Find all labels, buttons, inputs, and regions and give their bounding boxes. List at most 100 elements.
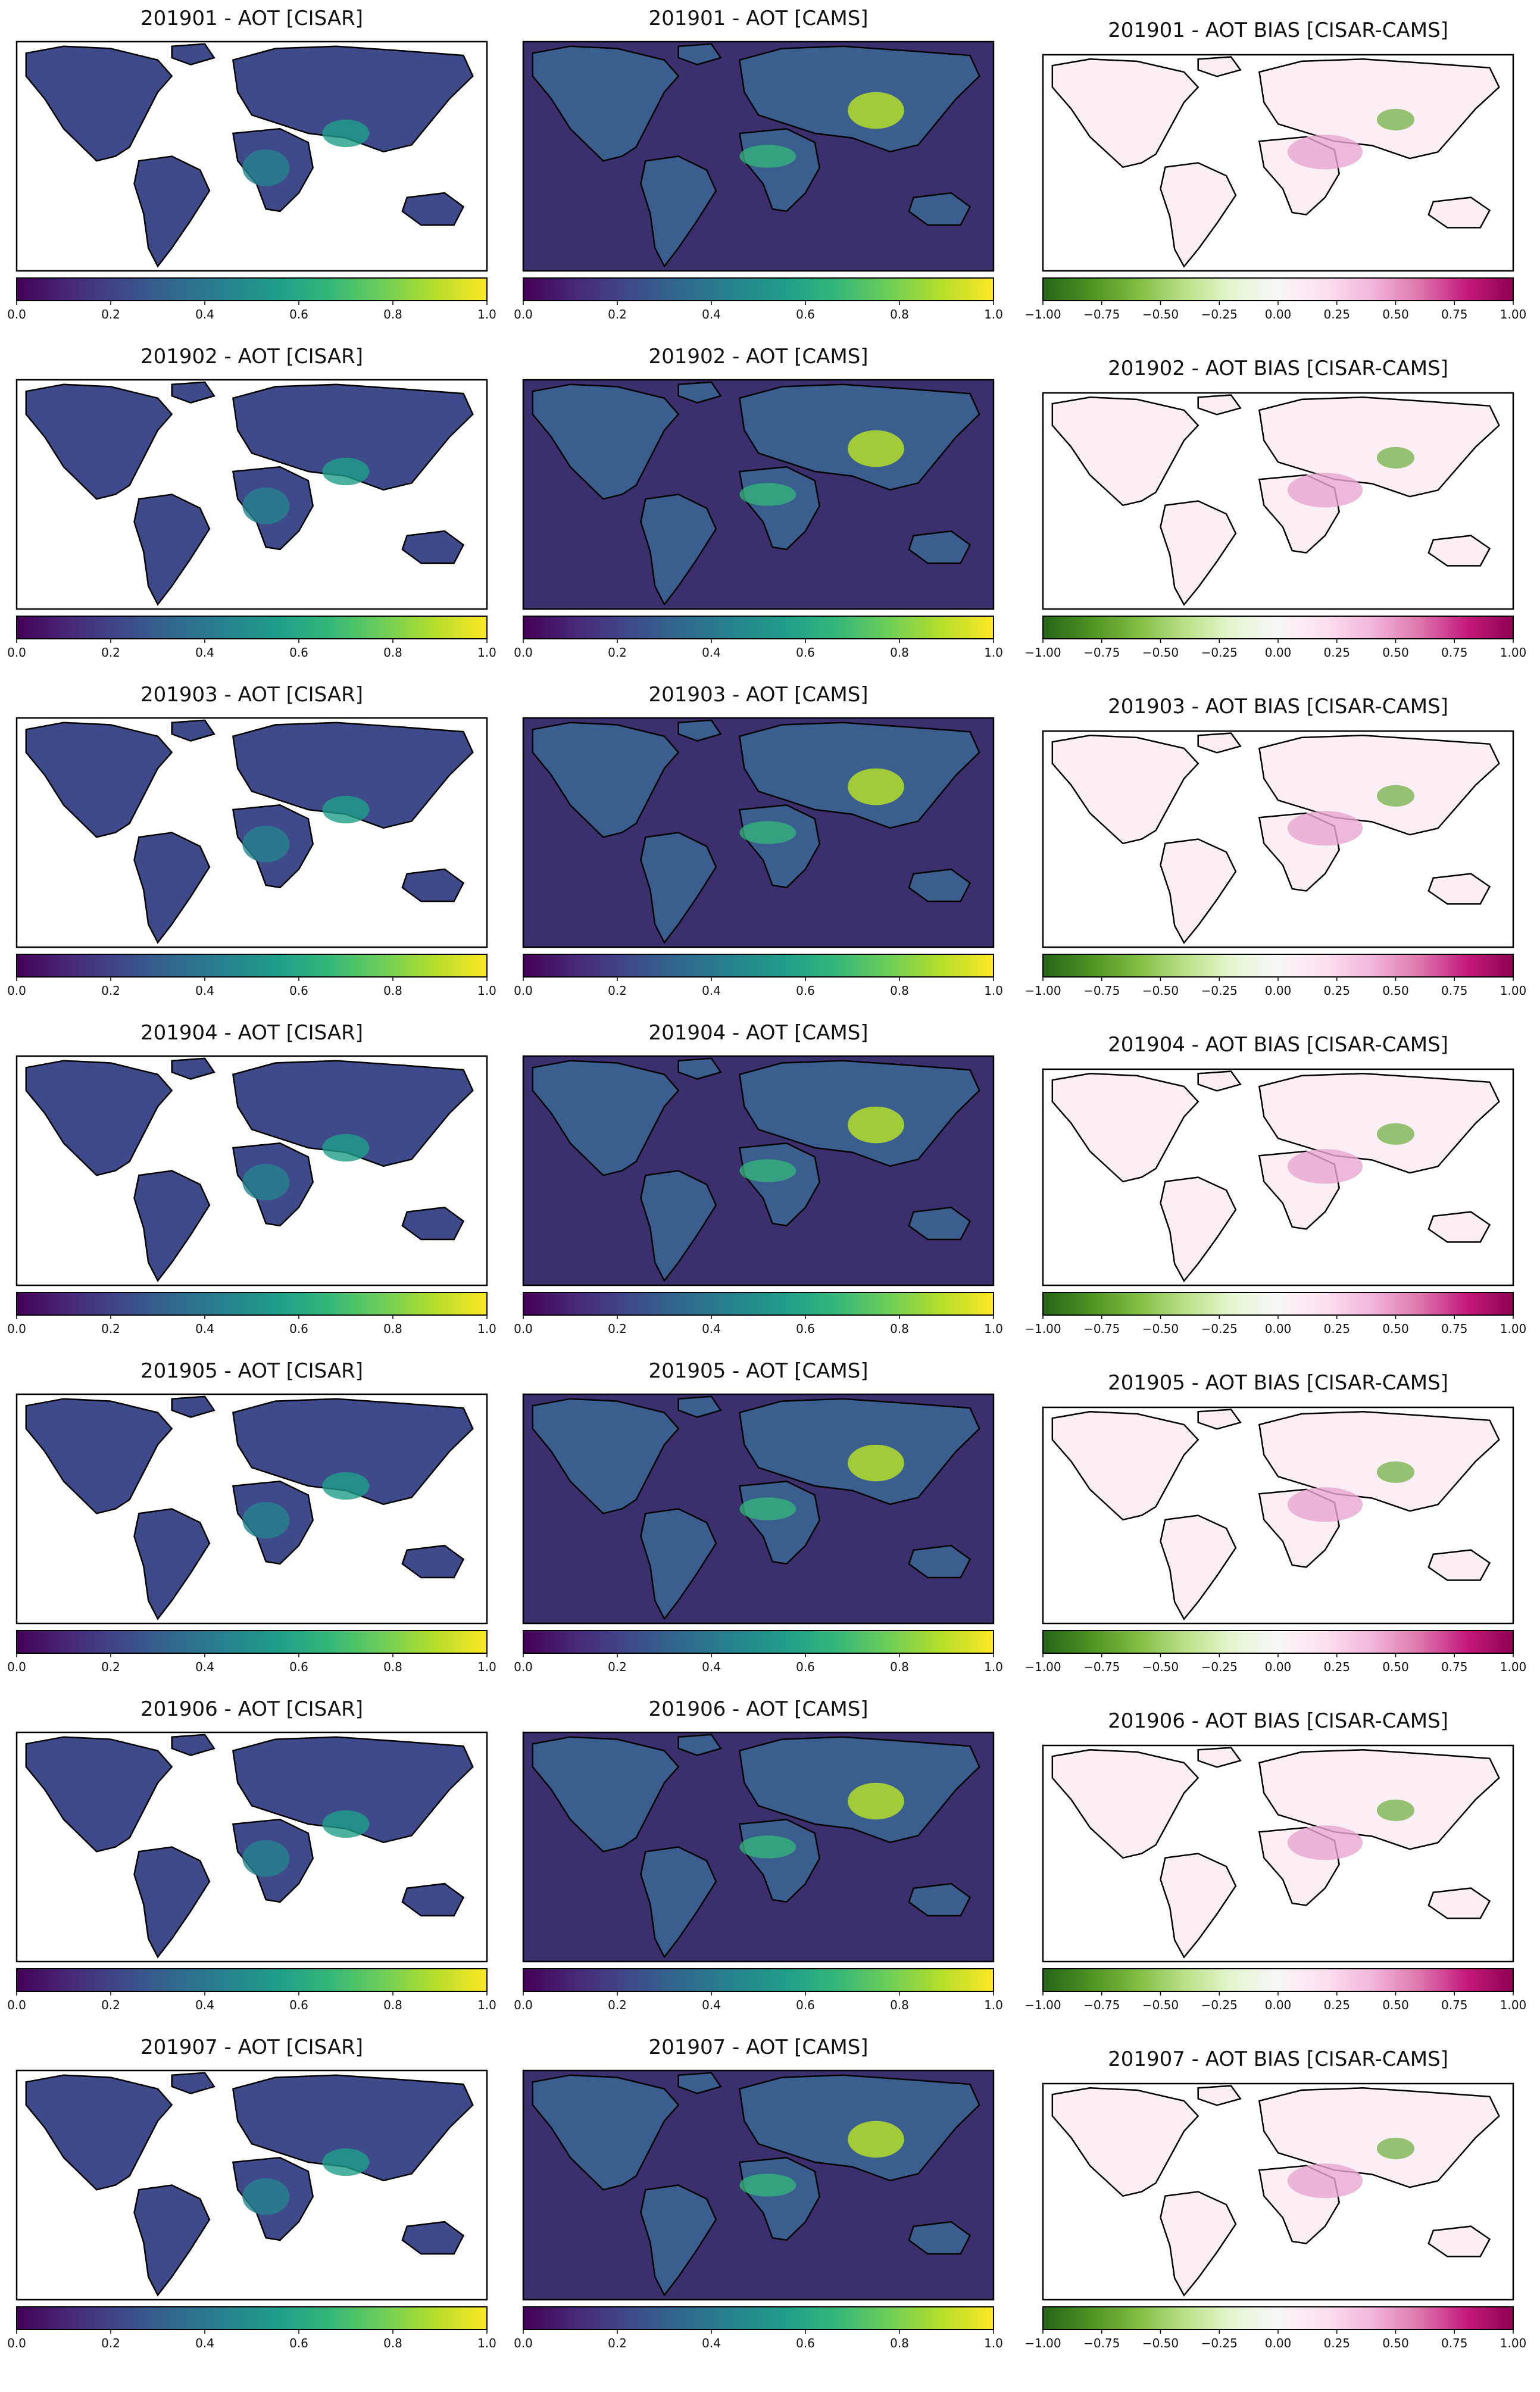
aerosol-hotspot (739, 483, 796, 506)
continent-outline (133, 494, 211, 606)
panel-title: 201905 - AOT [CISAR] (140, 1359, 363, 1383)
aerosol-hotspot (739, 2174, 796, 2197)
map-panel: 201906 - AOT [CISAR] 0.0 0.2 0.4 0.6 0.8 1.0 (7, 1697, 496, 2012)
map-panel: 201901 - AOT BIAS [CISAR-CAMS] −1.00 −0.75… (1024, 18, 1526, 321)
panel-title: 201906 - AOT BIAS [CISAR-CAMS] (1108, 1709, 1448, 1733)
map-frame (1042, 54, 1514, 272)
bias-region-positive (1287, 1149, 1363, 1184)
colorbar-tick-label: 0.4 (702, 1998, 721, 2012)
aerosol-hotspot (242, 1501, 290, 1539)
map-frame (1042, 730, 1514, 948)
continent-outline (1427, 1549, 1491, 1581)
colorbar-tick-label: 1.00 (1500, 645, 1527, 660)
continent-outline (532, 1736, 680, 1853)
map-frame (522, 379, 995, 610)
colorbar-tick-label: 0.8 (890, 645, 909, 660)
bias-region-positive (1287, 1825, 1363, 1860)
continent-outline (1051, 58, 1199, 168)
colorbar-tick-label: −0.50 (1142, 307, 1179, 321)
panel-title: 201902 - AOT [CISAR] (140, 345, 363, 369)
colorbar-tick-label: 0.0 (514, 645, 533, 660)
continent-outline (171, 2072, 215, 2094)
colorbar (1042, 954, 1514, 978)
colorbar-tick-label: 0.0 (7, 983, 26, 998)
colorbar-tick-label: −0.50 (1142, 1660, 1179, 1674)
bias-region-positive (1287, 2163, 1363, 2199)
bias-region-positive (1287, 811, 1363, 846)
continent-outline (677, 381, 722, 404)
colorbar-tick-label: 1.0 (984, 645, 1003, 660)
aerosol-hotspot (322, 119, 370, 148)
continent-outline (1197, 2085, 1242, 2106)
colorbar (1042, 1292, 1514, 1316)
map-panel: 201906 - AOT BIAS [CISAR-CAMS] −1.00 −0.75… (1024, 1709, 1526, 2012)
map-panel: 201907 - AOT BIAS [CISAR-CAMS] −1.00 −0.75… (1024, 2047, 1526, 2350)
map-panel: 201907 - AOT [CAMS] 0.0 0.2 0.4 0.6 0.8 1.0 (514, 2035, 1003, 2350)
colorbar-tick-label: 1.00 (1500, 1998, 1527, 2012)
continent-outline (1160, 838, 1237, 944)
colorbar-tick-label: 0.0 (7, 1998, 26, 2012)
colorbar-tick-label: 0.0 (7, 1322, 26, 1336)
colorbar-tick-label: −0.25 (1201, 307, 1238, 321)
map-frame (522, 1731, 995, 1963)
bias-region-negative (1376, 2137, 1415, 2160)
map-frame (522, 2069, 995, 2301)
panel-title: 201901 - AOT [CAMS] (648, 7, 868, 30)
map-frame (1042, 1744, 1514, 1963)
continent-outline (640, 2184, 717, 2297)
continent-outline (232, 45, 474, 153)
aerosol-hotspot (242, 1840, 290, 1877)
colorbar (523, 1630, 994, 1654)
colorbar-tick-label: 0.00 (1265, 1322, 1292, 1336)
aerosol-hotspot (242, 1163, 290, 1201)
colorbar-tick-label: −0.25 (1201, 1322, 1238, 1336)
map-frame (15, 40, 488, 272)
colorbar-tick-label: 0.0 (514, 983, 533, 998)
colorbar-tick-label: 0.4 (702, 307, 721, 321)
colorbar-tick-label: 0.00 (1265, 1660, 1292, 1674)
aerosol-hotspot (848, 2121, 904, 2158)
aerosol-hotspot (739, 1497, 796, 1520)
map-panel: 201903 - AOT [CISAR] 0.0 0.2 0.4 0.6 0.8 1.0 (7, 683, 496, 998)
continent-outline (908, 2221, 972, 2255)
panel-title: 201904 - AOT BIAS [CISAR-CAMS] (1108, 1033, 1448, 1057)
colorbar-tick-label: −0.75 (1083, 983, 1120, 998)
colorbar-tick-label: 1.0 (477, 2336, 496, 2350)
continent-outline (401, 868, 465, 903)
bias-region-negative (1376, 446, 1415, 469)
continent-outline (171, 43, 215, 65)
continent-outline (532, 2074, 680, 2191)
colorbar-tick-label: 0.6 (796, 307, 815, 321)
colorbar-tick-label: 1.0 (477, 645, 496, 660)
continent-outline (1160, 162, 1237, 268)
map-panel: 201906 - AOT [CAMS] 0.0 0.2 0.4 0.6 0.8 1.0 (514, 1697, 1003, 2012)
colorbar-tick-label: 0.2 (608, 645, 627, 660)
colorbar-tick-label: −0.50 (1142, 983, 1179, 998)
colorbar-tick-label: 0.8 (890, 1660, 909, 1674)
continent-outline (1258, 2087, 1500, 2188)
colorbar-tick-label: 1.0 (477, 1998, 496, 2012)
colorbar-tick-label: 0.8 (890, 983, 909, 998)
colorbar (16, 1292, 488, 1316)
colorbar-tick-label: 0.25 (1323, 307, 1350, 321)
colorbar-tick-label: 0.6 (796, 1322, 815, 1336)
map-panel: 201902 - AOT BIAS [CISAR-CAMS] −1.00 −0.75… (1024, 357, 1526, 660)
colorbar-tick-label: −0.50 (1142, 1998, 1179, 2012)
map-panel: 201905 - AOT [CAMS] 0.0 0.2 0.4 0.6 0.8 1.0 (514, 1359, 1003, 1674)
colorbar-tick-label: 0.2 (608, 2336, 627, 2350)
colorbar-tick-label: 0.6 (289, 1998, 308, 2012)
continent-outline (1258, 1411, 1500, 1512)
continent-outline (25, 2074, 173, 2191)
colorbar-tick-label: 1.00 (1500, 983, 1527, 998)
colorbar-tick-label: −0.25 (1201, 645, 1238, 660)
continent-outline (401, 192, 465, 226)
continent-outline (908, 868, 972, 903)
continent-outline (640, 1508, 717, 1620)
colorbar-tick-label: −0.75 (1083, 307, 1120, 321)
colorbar-tick-label: 0.50 (1382, 2336, 1409, 2350)
continent-outline (171, 1395, 215, 1418)
colorbar-tick-label: −1.00 (1024, 1998, 1061, 2012)
colorbar-tick-label: 0.00 (1265, 307, 1292, 321)
continent-outline (25, 1060, 173, 1176)
continent-outline (1427, 2225, 1491, 2257)
